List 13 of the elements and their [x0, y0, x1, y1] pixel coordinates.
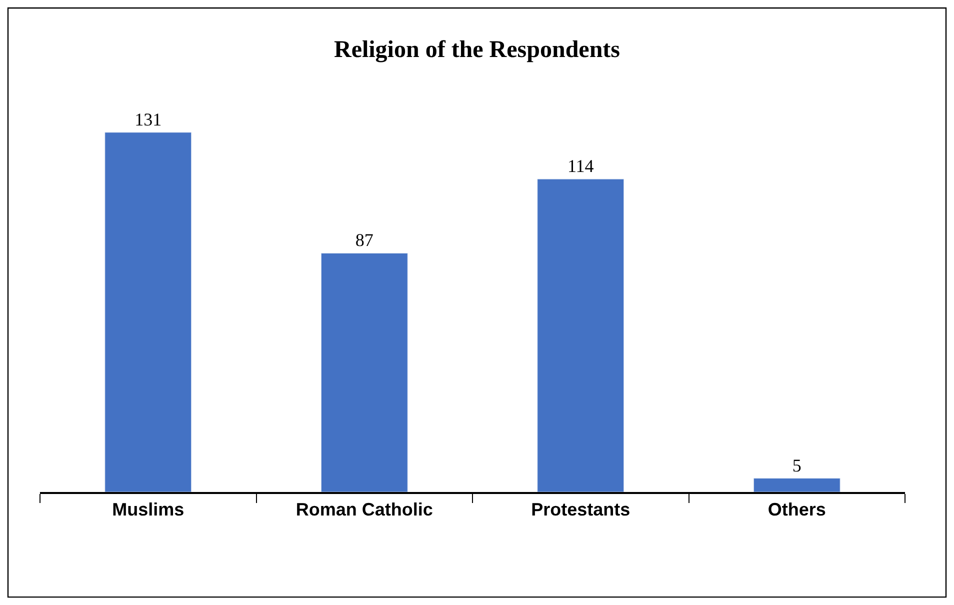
bar: [753, 478, 840, 492]
bar: [537, 178, 624, 492]
x-tick-label: Protestants: [531, 499, 630, 520]
x-tick-label: Others: [768, 499, 826, 520]
bar: [320, 252, 408, 492]
x-tick-label: Muslims: [112, 499, 184, 520]
data-label: 87: [355, 230, 374, 250]
data-label: 114: [567, 156, 594, 176]
data-label: 5: [792, 455, 802, 476]
chart-title: Religion of the Respondents: [334, 36, 620, 63]
x-tick-label: Roman Catholic: [296, 499, 433, 520]
data-label: 131: [134, 109, 162, 130]
bar: [104, 132, 192, 492]
